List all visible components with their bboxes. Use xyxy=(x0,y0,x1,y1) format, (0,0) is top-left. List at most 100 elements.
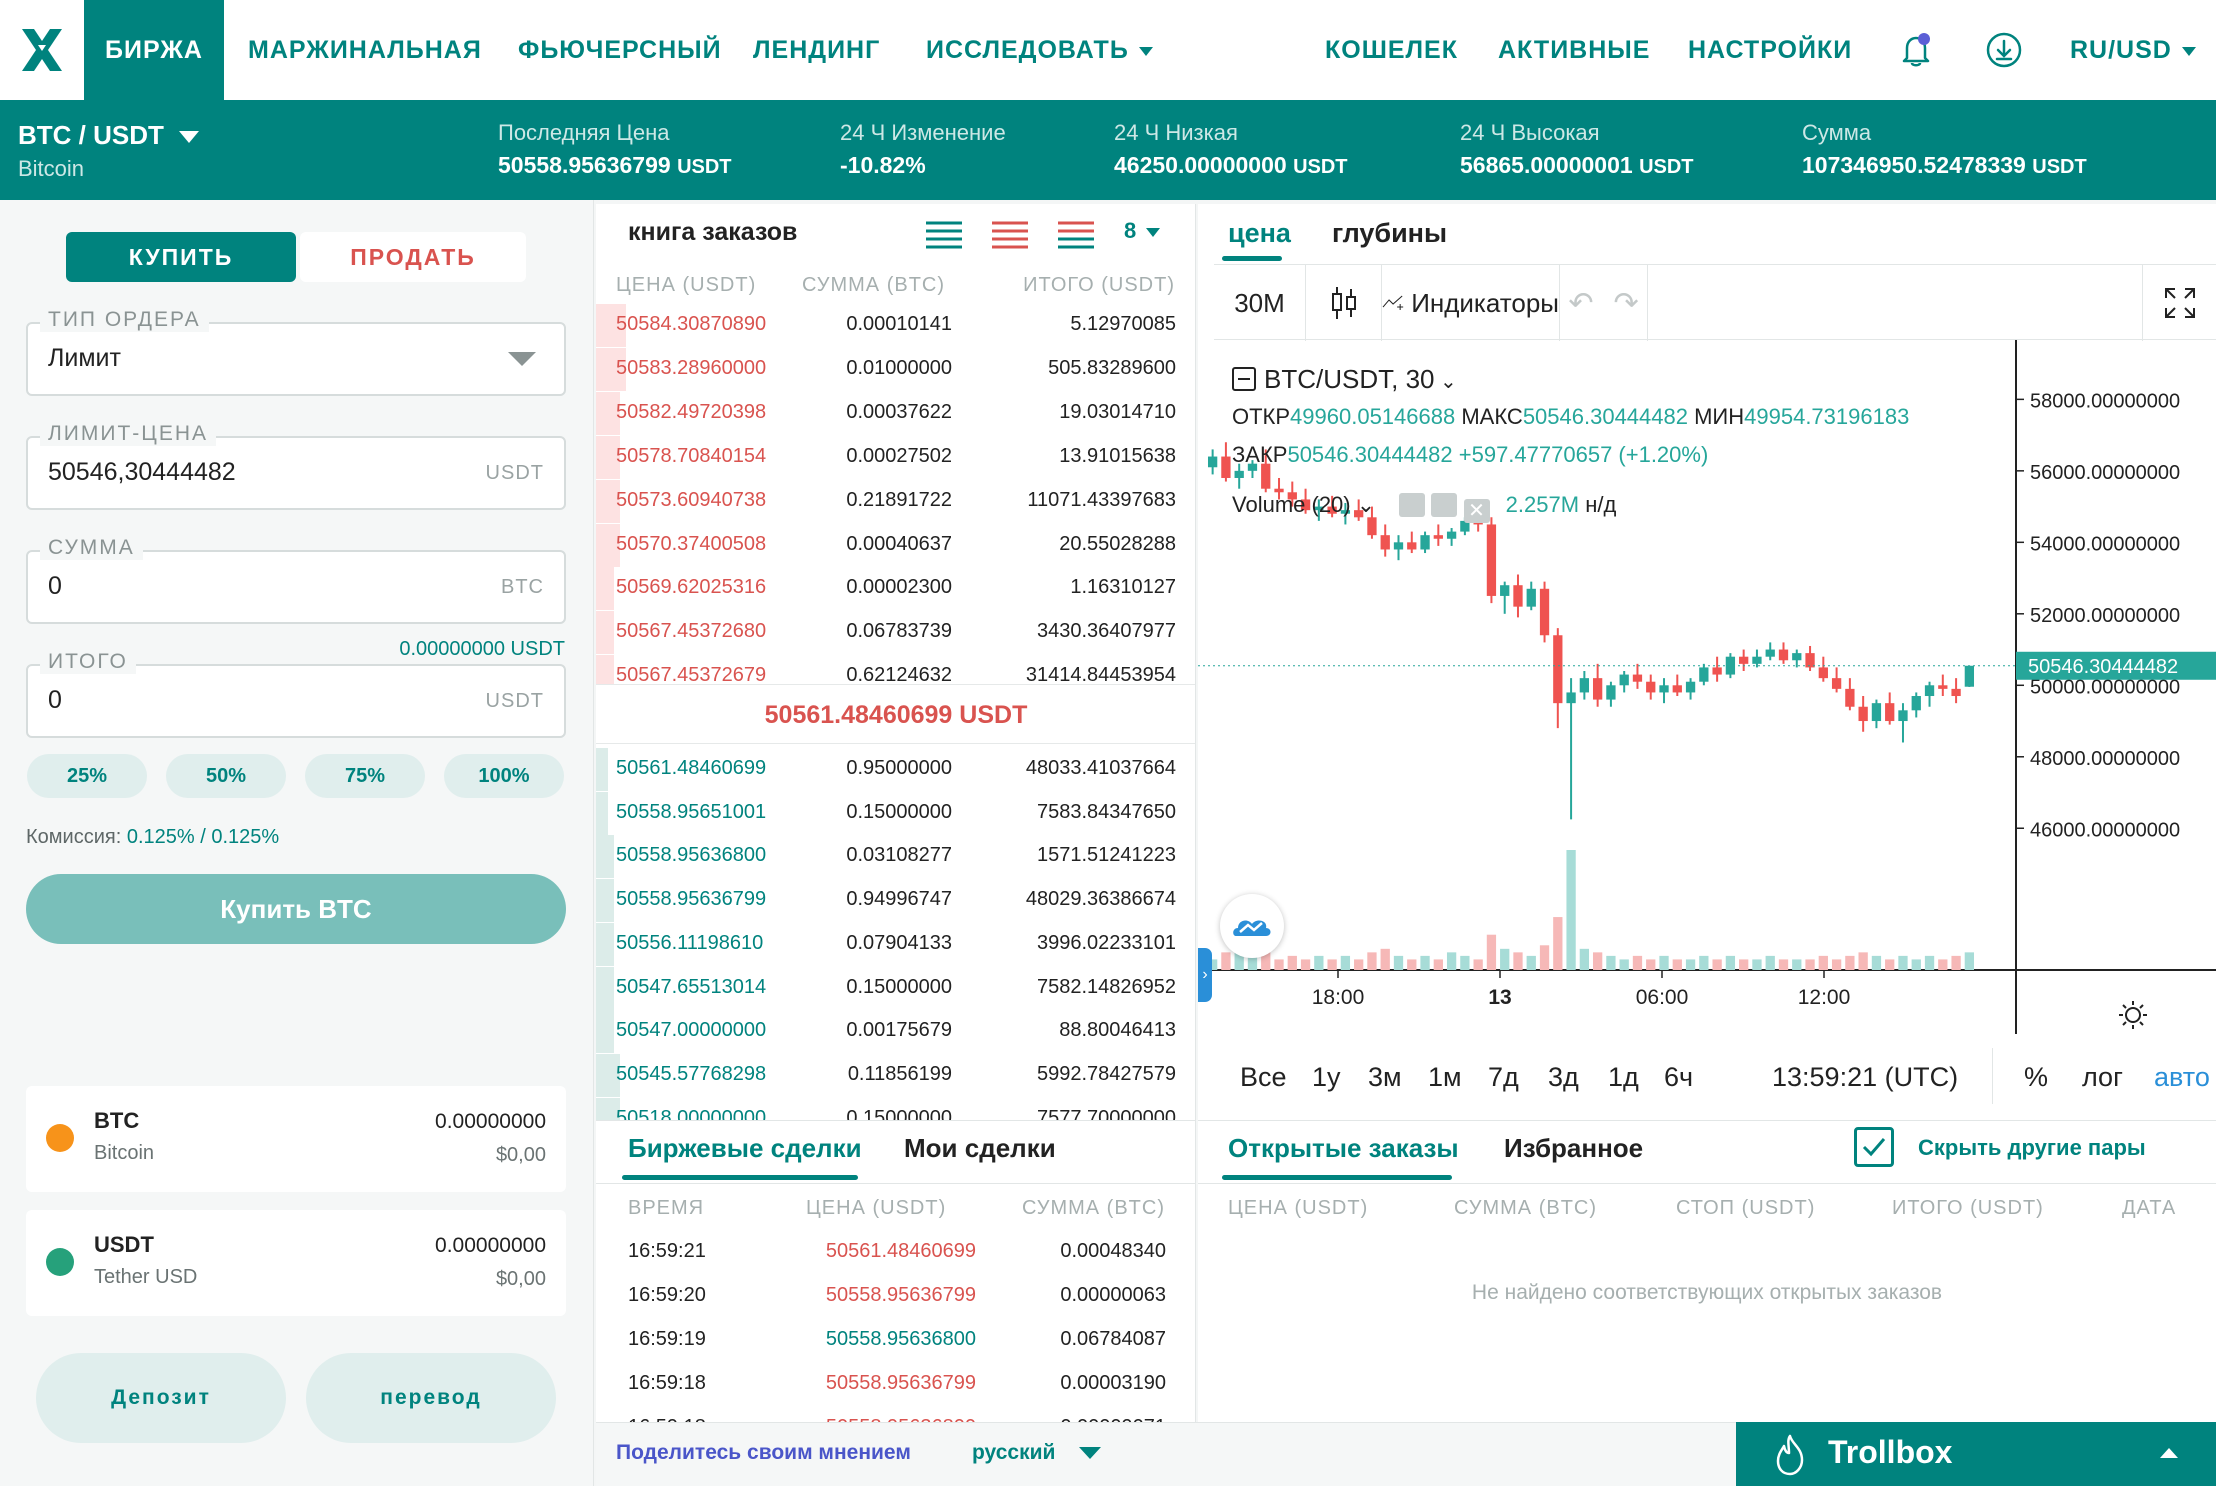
book-view-bids-icon[interactable] xyxy=(1058,220,1094,250)
ask-row[interactable]: 50569.62025316 0.00002300 1.16310127 xyxy=(596,567,1195,611)
percent-75-button[interactable]: 75% xyxy=(305,754,425,798)
tab-favorites[interactable]: Избранное xyxy=(1504,1133,1644,1163)
tab-open-orders[interactable]: Открытые заказы xyxy=(1228,1133,1459,1163)
range-3m[interactable]: 3м xyxy=(1368,1062,1402,1092)
download-icon[interactable] xyxy=(1984,30,2024,70)
gear-icon[interactable] xyxy=(1431,493,1458,517)
total-field[interactable]: ИТОГО 0 USDT xyxy=(26,650,566,738)
nav-active[interactable]: АКТИВНЫЕ xyxy=(1498,36,1651,64)
percent-25-button[interactable]: 25% xyxy=(27,754,147,798)
volume-bar xyxy=(1924,955,1935,970)
bid-row[interactable]: 50518.00000000 0.15000000 7577.70000000 xyxy=(596,1097,1195,1120)
redo-icon[interactable]: ↷ xyxy=(1613,286,1639,320)
nav-lending[interactable]: ЛЕНДИНГ xyxy=(753,36,881,64)
order-total: 48029.36386674 xyxy=(1025,888,1176,911)
nav-margin[interactable]: МАРЖИНАЛЬНАЯ xyxy=(248,36,482,64)
bid-row[interactable]: 50547.65513014 0.15000000 7582.14826952 xyxy=(596,966,1195,1010)
ask-row[interactable]: 50573.60940738 0.21891722 11071.43397683 xyxy=(596,479,1195,523)
expand-left-handle[interactable]: › xyxy=(1198,948,1212,1002)
bid-row[interactable]: 50556.11198610 0.07904133 3996.02233101 xyxy=(596,922,1195,966)
notification-bell-icon[interactable] xyxy=(1896,30,1936,70)
bid-row[interactable]: 50558.95636800 0.03108277 1571.51241223 xyxy=(596,835,1195,879)
interval-button[interactable]: 30М xyxy=(1214,265,1306,341)
range-1m[interactable]: 1м xyxy=(1428,1062,1462,1092)
trade-row: 16:59:18 50558.95636799 0.00003190 xyxy=(596,1361,1195,1405)
deposit-button[interactable]: Депозит xyxy=(36,1353,286,1443)
ask-row[interactable]: 50583.28960000 0.01000000 505.83289600 xyxy=(596,347,1195,391)
ask-row[interactable]: 50578.70840154 0.00027502 13.91015638 xyxy=(596,435,1195,479)
nav-futures[interactable]: ФЬЮЧЕРСНЫЙ xyxy=(518,36,722,64)
hide-other-pairs-label[interactable]: Скрыть другие пары xyxy=(1918,1135,2146,1160)
price-chart[interactable]: 60000.00000000 58000.00000000 56000.000000… xyxy=(1198,340,2216,1034)
buy-submit-button[interactable]: Купить BTC xyxy=(26,874,566,944)
amount-field[interactable]: СУММА 0 BTC xyxy=(26,536,566,624)
buy-tab[interactable]: КУПИТЬ xyxy=(66,232,296,282)
scale-auto[interactable]: авто xyxy=(2154,1062,2210,1092)
ask-row[interactable]: 50567.45372679 0.62124632 31414.84453954 xyxy=(596,655,1195,684)
range-1y[interactable]: 1у xyxy=(1312,1062,1341,1092)
depth-bar xyxy=(596,567,614,611)
chart-legend-title[interactable]: BTC/USDT, 30 ⌄ xyxy=(1232,364,1457,395)
collapse-legend-icon[interactable] xyxy=(1232,367,1256,391)
tab-my-trades[interactable]: Мои сделки xyxy=(904,1133,1056,1163)
transfer-button[interactable]: перевод xyxy=(306,1353,556,1443)
feedback-link[interactable]: Поделитесь своим мнением xyxy=(616,1441,911,1464)
bid-row[interactable]: 50558.95651001 0.15000000 7583.84347650 xyxy=(596,791,1195,835)
hide-other-pairs-checkbox[interactable] xyxy=(1854,1127,1894,1167)
close-icon[interactable]: ✕ xyxy=(1463,499,1490,523)
settings-sun-icon[interactable] xyxy=(2118,1000,2148,1030)
volume-bar xyxy=(1858,952,1868,970)
volume-legend[interactable]: Volume (20) ⌄ ✕ 2.257M н/д xyxy=(1232,492,1616,523)
tradingview-logo-icon[interactable] xyxy=(1220,894,1284,958)
bid-row[interactable]: 50561.48460699 0.95000000 48033.41037664 xyxy=(596,748,1195,791)
tab-depth[interactable]: глубины xyxy=(1332,218,1448,248)
candle-style-icon[interactable] xyxy=(1306,265,1382,341)
undo-icon[interactable]: ↶ xyxy=(1568,286,1594,320)
nav-exchange[interactable]: БИРЖА xyxy=(84,0,224,100)
volume-bar xyxy=(1300,959,1311,970)
nav-explore[interactable]: ИССЛЕДОВАТЬ xyxy=(926,0,1153,100)
bid-row[interactable]: 50547.00000000 0.00175679 88.80046413 xyxy=(596,1010,1195,1054)
tab-active-indicator xyxy=(1222,256,1282,261)
candle-body xyxy=(1433,535,1443,539)
bid-row[interactable]: 50558.95636799 0.94996747 48029.36386674 xyxy=(596,879,1195,923)
candle-body xyxy=(1924,685,1935,697)
tab-market-trades[interactable]: Биржевые сделки xyxy=(628,1133,862,1163)
precision-select[interactable]: 8 xyxy=(1124,218,1161,244)
range-1d[interactable]: 1д xyxy=(1608,1062,1639,1092)
percent-50-button[interactable]: 50% xyxy=(166,754,286,798)
ask-row[interactable]: 50584.30870890 0.00010141 5.12970085 xyxy=(596,304,1195,347)
range-6h[interactable]: 6ч xyxy=(1664,1062,1694,1092)
bid-row[interactable]: 50545.57768298 0.11856199 5992.78427579 xyxy=(596,1053,1195,1097)
limit-price-field[interactable]: ЛИМИТ-ЦЕНА 50546,30444482 USDT xyxy=(26,422,566,510)
order-type-select[interactable]: ТИП ОРДЕРА Лимит xyxy=(26,308,566,396)
order-price: 50556.11198610 xyxy=(616,931,764,954)
depth-bar xyxy=(596,922,614,966)
trollbox-button[interactable]: Trollbox xyxy=(1736,1422,2216,1486)
logo[interactable] xyxy=(0,0,84,100)
percent-100-button[interactable]: 100% xyxy=(444,754,564,798)
nav-settings[interactable]: НАСТРОЙКИ xyxy=(1688,36,1853,64)
range-3d[interactable]: 3д xyxy=(1548,1062,1579,1092)
sell-tab[interactable]: ПРОДАТЬ xyxy=(300,232,526,282)
range-7d[interactable]: 7д xyxy=(1488,1062,1519,1092)
fullscreen-icon[interactable] xyxy=(2142,265,2216,341)
book-view-both-icon[interactable] xyxy=(926,220,962,250)
book-view-asks-icon[interactable] xyxy=(992,220,1028,250)
scale-percent[interactable]: % xyxy=(2024,1062,2049,1092)
scale-log[interactable]: лог xyxy=(2082,1062,2123,1092)
ask-row[interactable]: 50582.49720398 0.00037622 19.03014710 xyxy=(596,391,1195,435)
language-selector[interactable]: русский xyxy=(972,1441,1102,1465)
locale-selector[interactable]: RU/USD xyxy=(2070,0,2196,100)
nav-wallet[interactable]: КОШЕЛЕК xyxy=(1325,36,1458,64)
candle-body xyxy=(1739,656,1749,664)
pair-selector[interactable]: BTC / USDT xyxy=(18,120,200,151)
ask-row[interactable]: 50570.37400508 0.00040637 20.55028288 xyxy=(596,523,1195,567)
order-total: 3996.02233101 xyxy=(1036,931,1176,954)
eye-icon[interactable] xyxy=(1399,493,1426,517)
tab-price[interactable]: цена xyxy=(1228,218,1291,248)
ask-row[interactable]: 50567.45372680 0.06783739 3430.36407977 xyxy=(596,611,1195,655)
indicators-button[interactable]: Индикаторы xyxy=(1382,265,1560,341)
chevron-down-icon xyxy=(1138,46,1153,56)
range-all[interactable]: Все xyxy=(1240,1062,1287,1092)
